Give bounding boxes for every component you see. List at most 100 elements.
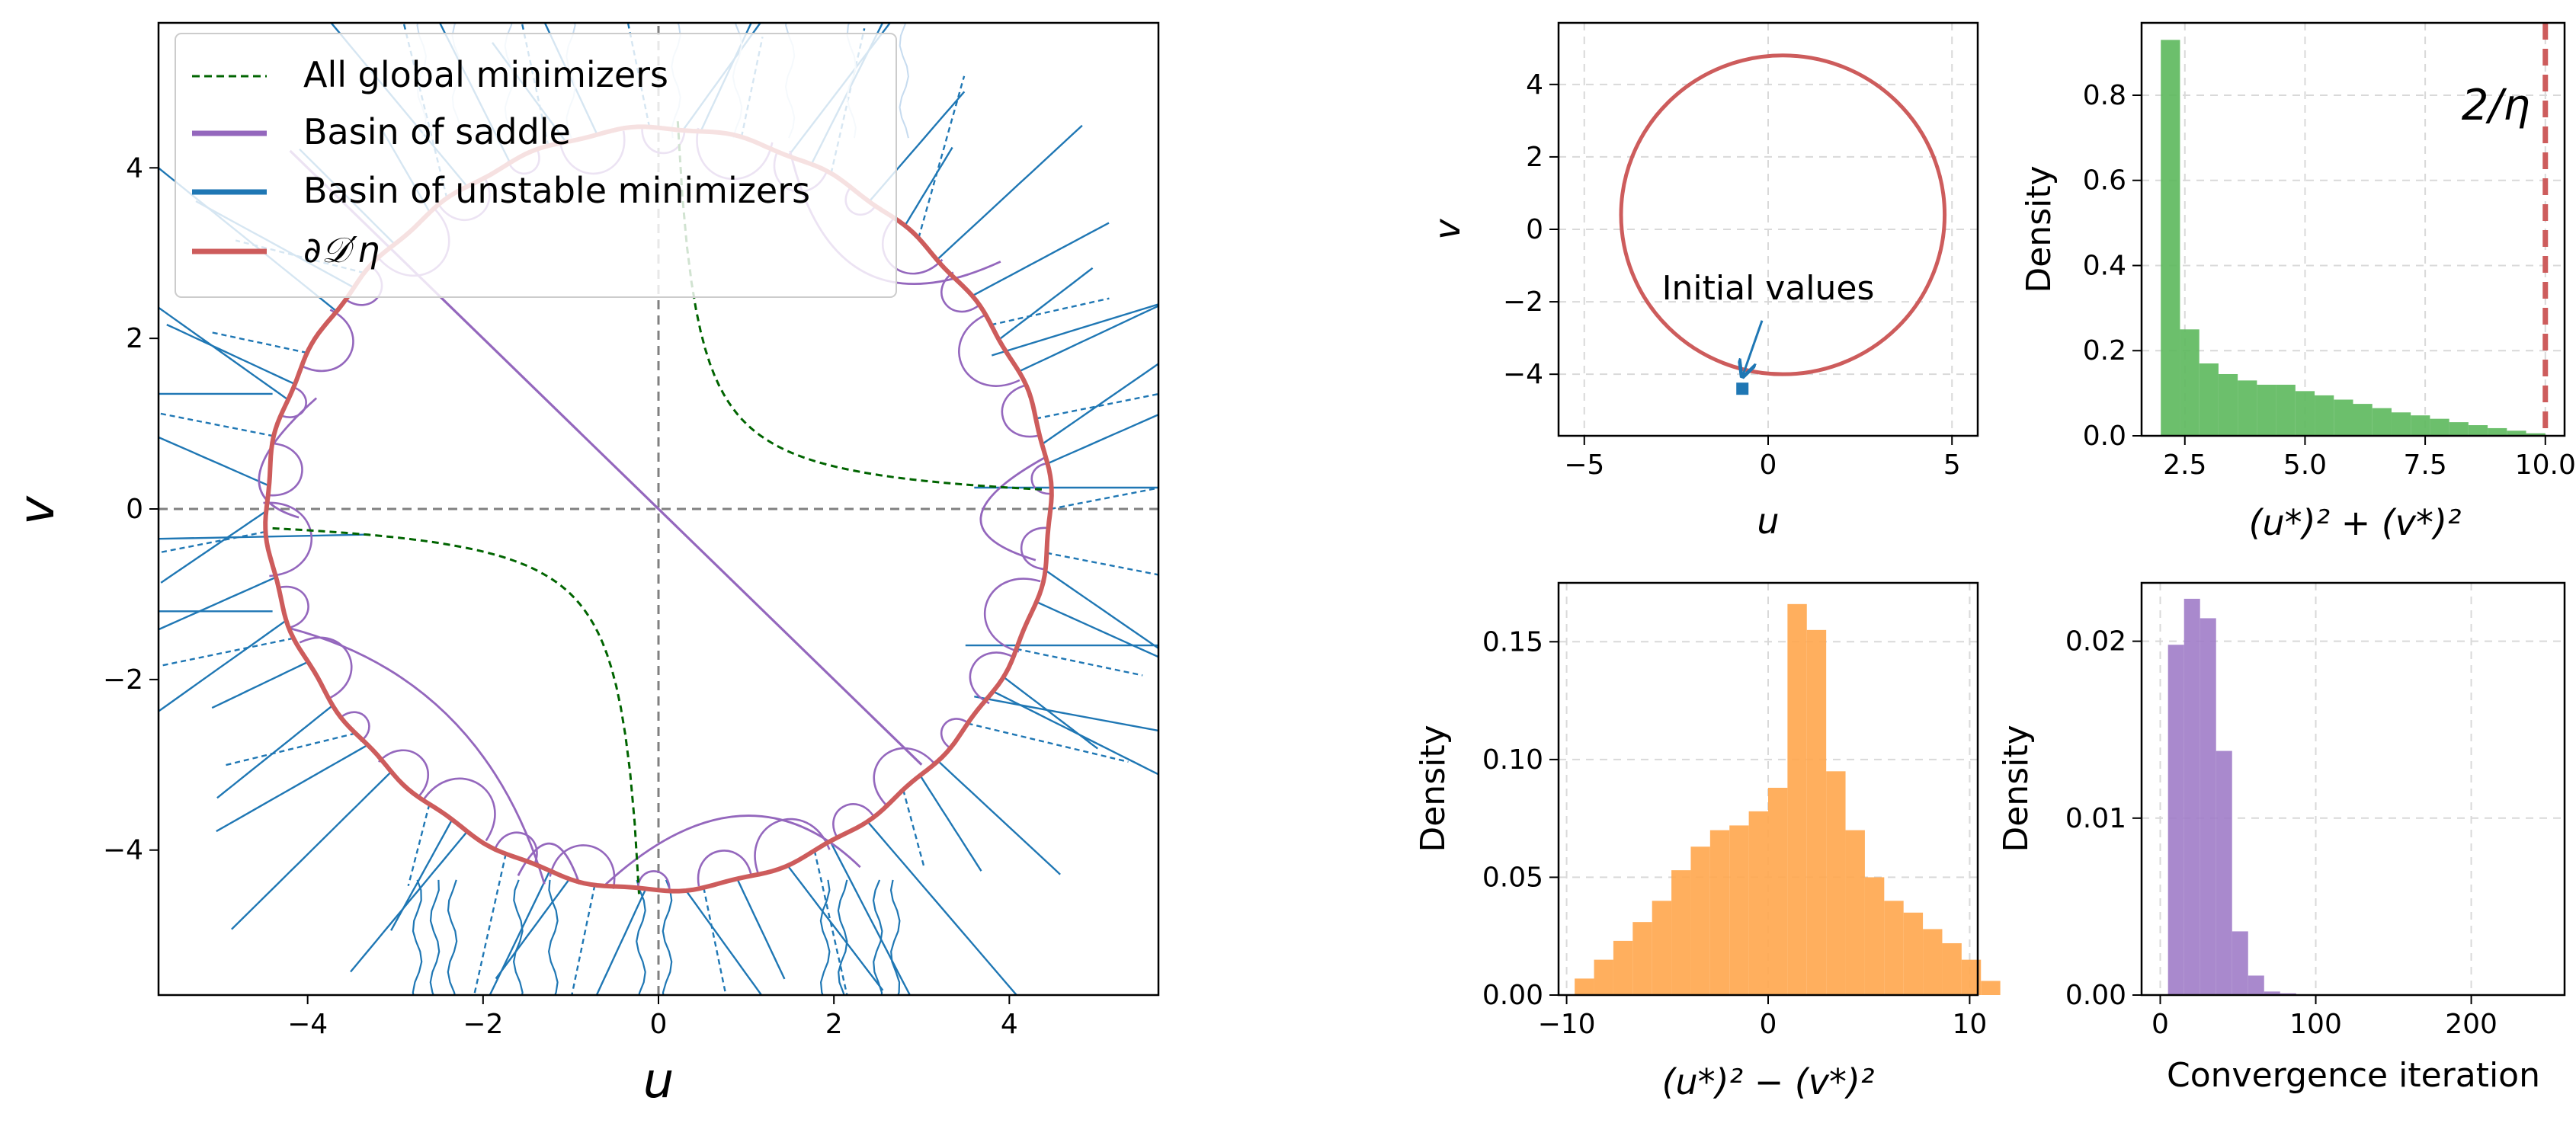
unstable-basin-curve bbox=[1036, 380, 1227, 418]
y-tick-label: 0.6 bbox=[2083, 165, 2126, 197]
hist-bar bbox=[2216, 751, 2232, 995]
hist-bar bbox=[1942, 943, 1961, 995]
norm-hist-threshold: 2/η bbox=[2462, 23, 2546, 436]
hist-bar bbox=[1904, 913, 1923, 995]
diff-hist-xlabel: (u*)² − (v*)² bbox=[1662, 1061, 1875, 1102]
hist-bar bbox=[2488, 428, 2507, 436]
hist-bar bbox=[1865, 877, 1884, 995]
hist-bar bbox=[1923, 929, 1942, 995]
hist-bar bbox=[2411, 415, 2430, 436]
y-tick-label: 0.10 bbox=[1482, 744, 1543, 776]
y-tick-label: −4 bbox=[103, 835, 143, 866]
x-tick-label: −2 bbox=[463, 1009, 503, 1040]
y-tick-label: 0.05 bbox=[1482, 862, 1543, 893]
unstable-basin-curve bbox=[815, 850, 848, 998]
unstable-basin-curve bbox=[992, 304, 1158, 355]
unstable-basin-curve bbox=[703, 888, 749, 1108]
saddle-basin-loop bbox=[422, 779, 495, 841]
y-tick-label: 0.00 bbox=[2065, 980, 2126, 1011]
legend-label-unstable-basin: Basin of unstable minimizers bbox=[303, 170, 810, 211]
y-tick-label: 2 bbox=[126, 323, 143, 354]
unstable-basin-curve bbox=[232, 772, 392, 930]
unstable-basin-curve bbox=[496, 879, 570, 979]
unstable-basin-curve bbox=[223, 734, 356, 766]
unstable-basin-curve bbox=[663, 880, 671, 1023]
unstable-basin-curve bbox=[130, 532, 265, 558]
initial-circle bbox=[1621, 56, 1945, 374]
y-tick-label: 0 bbox=[126, 494, 143, 525]
legend-label-global-minimizers: All global minimizers bbox=[303, 54, 668, 95]
hist-bar bbox=[1749, 811, 1768, 995]
hist-bar bbox=[1671, 870, 1690, 995]
unstable-basin-curve bbox=[873, 880, 882, 1023]
hist-bar bbox=[2353, 404, 2373, 436]
hist-bar bbox=[1981, 981, 2000, 995]
y-tick-label: 0.02 bbox=[2065, 626, 2126, 658]
y-tick-label: 4 bbox=[126, 152, 143, 184]
hist-bar bbox=[2180, 329, 2199, 436]
hist-bar bbox=[1690, 846, 1709, 995]
unstable-basin-curve bbox=[161, 511, 266, 583]
unstable-basin-curve bbox=[514, 880, 523, 1023]
unstable-basin-curve bbox=[212, 662, 308, 708]
unstable-basin-curve bbox=[891, 880, 899, 1023]
unstable-basin-curve bbox=[167, 325, 295, 384]
hist-bar bbox=[2200, 363, 2219, 436]
hist-bar bbox=[2334, 400, 2353, 436]
hist-bar bbox=[1787, 604, 1806, 995]
unstable-basin-curve bbox=[1036, 602, 1198, 675]
x-tick-label: 10 bbox=[1953, 1009, 1988, 1040]
x-tick-label: 0 bbox=[1760, 450, 1777, 481]
hist-bar bbox=[1846, 830, 1865, 995]
unstable-basin-curve bbox=[129, 286, 288, 400]
unstable-basin-curve bbox=[211, 332, 307, 353]
unstable-basin-curve bbox=[466, 854, 506, 1030]
unstable-basin-curve bbox=[1019, 272, 1232, 372]
threshold-label: 2/η bbox=[2462, 81, 2530, 130]
unstable-basin-curve bbox=[991, 299, 1109, 325]
hist-bar bbox=[1652, 901, 1671, 995]
x-tick-label: −4 bbox=[287, 1009, 328, 1040]
hist-bar bbox=[2315, 395, 2334, 436]
unstable-basin-curve bbox=[972, 223, 1109, 296]
x-tick-label: −10 bbox=[1538, 1009, 1596, 1040]
y-tick-label: 0.00 bbox=[1482, 980, 1543, 1011]
unstable-basin-curve bbox=[1046, 553, 1273, 597]
unstable-basin-curve bbox=[903, 790, 924, 869]
annotation-arrow bbox=[1742, 321, 1762, 376]
unstable-basin-curve bbox=[1046, 571, 1241, 705]
y-tick-label: −2 bbox=[1503, 286, 1543, 318]
hist-bar bbox=[2276, 385, 2296, 436]
y-tick-label: 0.2 bbox=[2083, 335, 2126, 366]
norm-hist-xlabel: (u*)² + (v*)² bbox=[2249, 502, 2462, 543]
legend-label-boundary: ∂𝒟′η bbox=[303, 229, 380, 270]
unstable-basin-curve bbox=[737, 878, 784, 979]
x-tick-label: 0 bbox=[650, 1009, 668, 1040]
initial-ylabel: v bbox=[1427, 219, 1468, 240]
x-tick-label: 7.5 bbox=[2403, 450, 2446, 481]
unstable-basin-curve bbox=[937, 126, 1082, 260]
unstable-basin-curve bbox=[968, 724, 1129, 762]
main-legend: All global minimizers Basin of saddle Ba… bbox=[175, 34, 896, 297]
hist-bar bbox=[1613, 941, 1632, 995]
hist-bar bbox=[2238, 380, 2257, 436]
y-tick-label: 0.8 bbox=[2083, 80, 2126, 111]
hist-bar bbox=[1768, 788, 1787, 995]
x-tick-label: 4 bbox=[1001, 1009, 1018, 1040]
unstable-basin-curve bbox=[112, 578, 276, 651]
hist-bar bbox=[2184, 599, 2200, 995]
initial-xlabel: u bbox=[1757, 501, 1779, 542]
hist-bar bbox=[1594, 960, 1613, 995]
unstable-basin-curve bbox=[1004, 677, 1098, 749]
x-tick-label: 2 bbox=[825, 1009, 843, 1040]
hist-bar bbox=[2392, 412, 2411, 436]
saddle-basin-loop bbox=[874, 748, 934, 805]
hist-bar bbox=[2232, 931, 2248, 995]
unstable-basin-curve bbox=[391, 820, 452, 931]
unstable-basin-curve bbox=[900, 0, 908, 138]
main-xlabel: u bbox=[643, 1053, 674, 1109]
unstable-basin-curve bbox=[413, 880, 421, 1023]
